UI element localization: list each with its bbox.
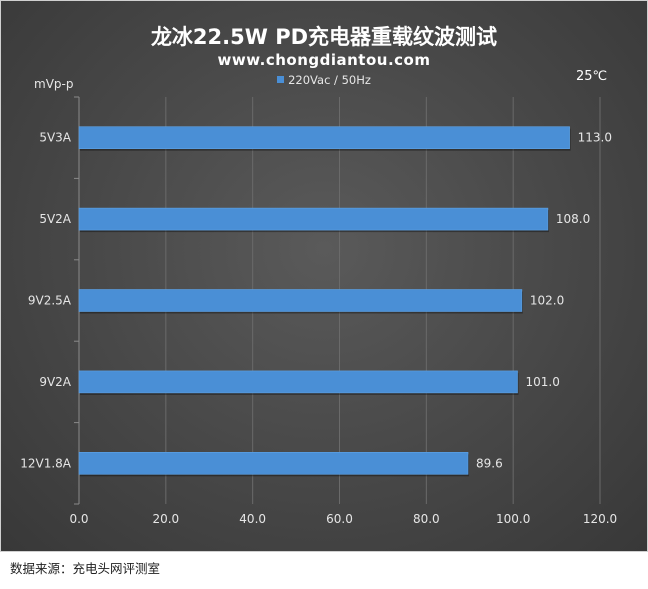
x-tick-label: 120.0: [583, 512, 617, 526]
bar-chart-svg: 0.0 20.0 40.0 60.0 80.0 100.0 120.0 5V3A 113.0 5V…: [20, 96, 617, 526]
website-subtitle: www.chongdiantou.com: [217, 51, 431, 69]
x-tick-label: 100.0: [496, 512, 530, 526]
data-source: 数据来源：充电头网评测室: [10, 561, 161, 576]
bar: [78, 370, 518, 394]
x-tick-label: 60.0: [326, 512, 353, 526]
bar: [78, 451, 469, 475]
category-label: 5V2A: [39, 212, 71, 226]
legend-swatch: [277, 76, 285, 83]
x-tick-label: 80.0: [413, 512, 440, 526]
category-label: 9V2.5A: [28, 294, 72, 308]
chart-area: 龙冰22.5W PD充电器重载纹波测试 www.chongdiantou.com…: [0, 0, 648, 552]
bar: [78, 289, 523, 312]
data-label: 89.6: [476, 456, 503, 470]
category-label: 5V3A: [39, 131, 71, 145]
data-label: 108.0: [556, 212, 590, 226]
category-label: 9V2A: [39, 375, 71, 389]
unit-label: mVp-p: [34, 77, 74, 91]
bar: [78, 207, 549, 231]
data-label: 101.0: [526, 375, 560, 389]
x-tick-label: 20.0: [152, 512, 179, 526]
category-label: 12V1.8A: [20, 456, 72, 470]
legend: 220Vac / 50Hz: [1, 73, 647, 87]
temperature-label: 25℃: [576, 69, 608, 84]
x-tick-label: 40.0: [239, 512, 266, 526]
data-label: 113.0: [578, 131, 612, 145]
chart-title: 龙冰22.5W PD充电器重载纹波测试: [150, 25, 498, 49]
x-tick-label: 0.0: [69, 512, 88, 526]
legend-label: 220Vac / 50Hz: [288, 73, 371, 87]
bar: [78, 126, 570, 149]
data-label: 102.0: [530, 294, 564, 308]
